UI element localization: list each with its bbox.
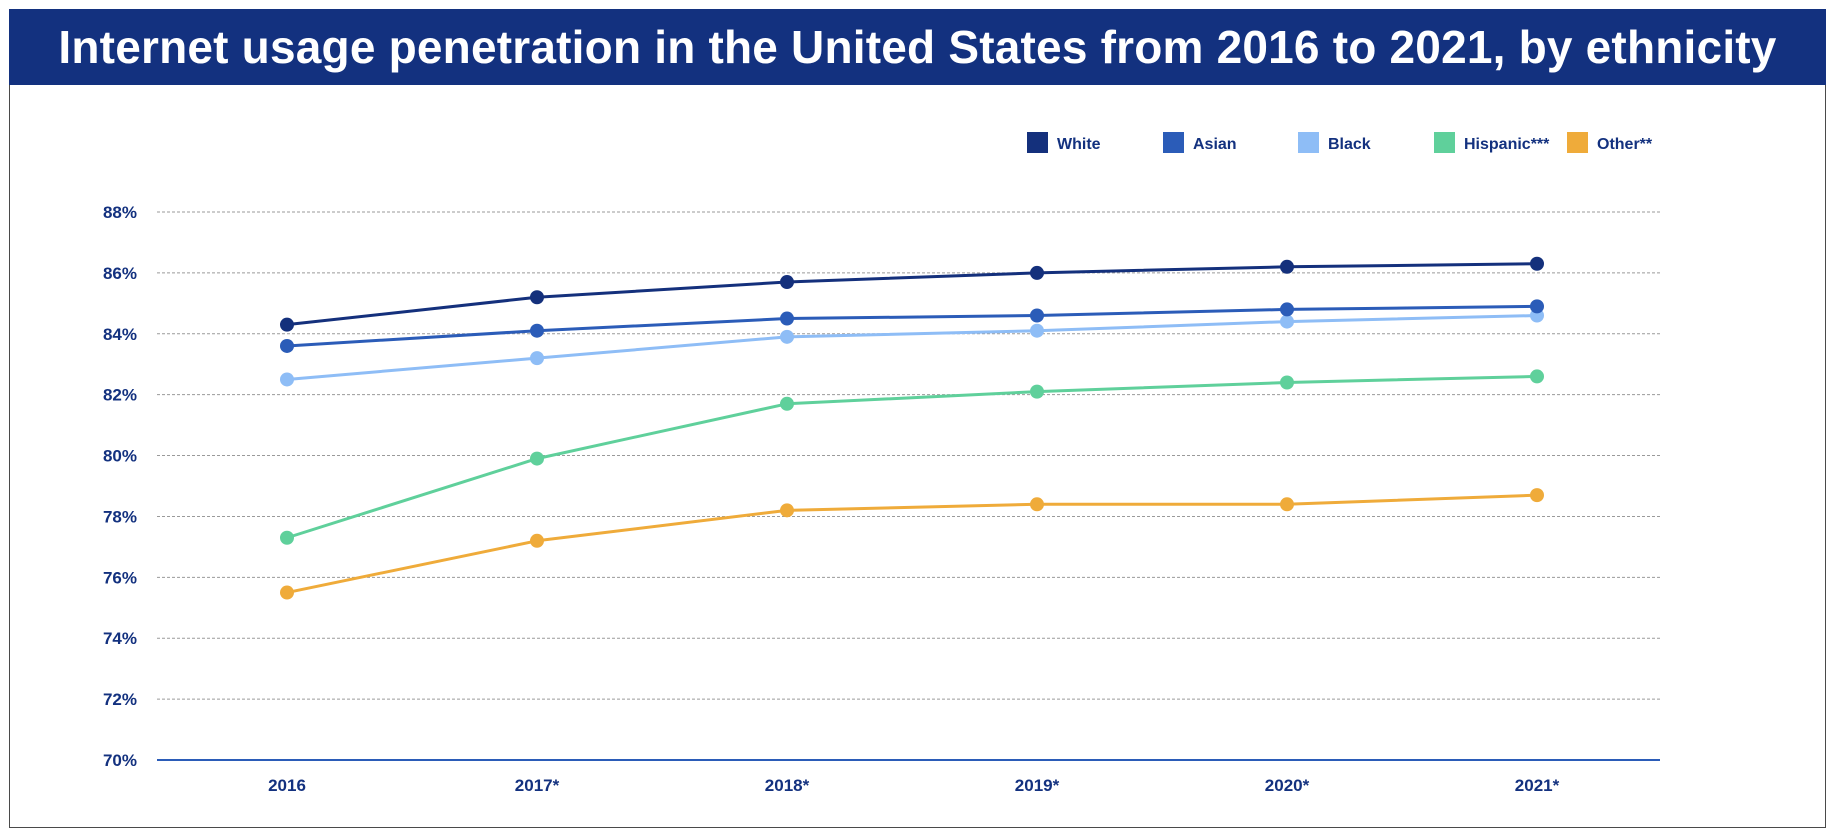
y-tick-label: 80% (103, 447, 137, 466)
legend-label: Hispanic*** (1464, 136, 1550, 153)
legend-label: Black (1328, 136, 1371, 153)
legend-swatch (1434, 132, 1455, 153)
series-white (280, 256, 1544, 332)
data-point[interactable] (1280, 375, 1294, 390)
legend[interactable]: White Asian Black Hispanic*** Other** (1027, 132, 1653, 153)
legend-item[interactable]: Black (1298, 132, 1371, 153)
data-point[interactable] (530, 290, 544, 305)
data-point[interactable] (1030, 308, 1044, 323)
data-point[interactable] (780, 329, 794, 344)
x-axis-ticks: 2016 2017* 2018* 2019* 2020* 2021* (268, 776, 1560, 795)
data-point[interactable] (780, 311, 794, 326)
legend-swatch (1163, 132, 1184, 153)
y-tick-label: 76% (103, 568, 137, 587)
data-point[interactable] (280, 585, 294, 600)
series-line (286, 374, 1538, 540)
data-point[interactable] (280, 530, 294, 545)
y-tick-label: 82% (103, 386, 137, 405)
series-line (286, 262, 1538, 327)
legend-label: White (1057, 136, 1101, 153)
chart-frame (9, 9, 1826, 828)
data-point[interactable] (1280, 259, 1294, 274)
data-point[interactable] (1530, 299, 1544, 314)
data-point[interactable] (280, 317, 294, 332)
data-point[interactable] (530, 323, 544, 338)
title-bar: Internet usage penetration in the United… (9, 9, 1826, 85)
data-point[interactable] (1030, 323, 1044, 338)
data-point[interactable] (780, 275, 794, 290)
series-line (286, 304, 1538, 348)
y-axis-ticks: 70% 72% 74% 76% 78% 80% 82% 84% 86% 88% (103, 203, 137, 770)
y-tick-label: 74% (103, 629, 137, 648)
data-point[interactable] (530, 351, 544, 366)
data-point[interactable] (1030, 384, 1044, 399)
series-other (280, 488, 1544, 600)
data-point[interactable] (1280, 314, 1294, 329)
data-point[interactable] (1030, 497, 1044, 512)
legend-swatch (1298, 132, 1319, 153)
data-point[interactable] (280, 338, 294, 353)
data-point[interactable] (1280, 302, 1294, 317)
series-asian (280, 299, 1544, 353)
data-point[interactable] (530, 451, 544, 466)
data-point[interactable] (530, 533, 544, 548)
chart-title: Internet usage penetration in the United… (58, 21, 1777, 73)
legend-item[interactable]: Asian (1163, 132, 1237, 153)
legend-item[interactable]: White (1027, 132, 1101, 153)
series-line (286, 314, 1538, 381)
data-point[interactable] (280, 372, 294, 387)
data-point[interactable] (780, 503, 794, 518)
series-hispanic (280, 369, 1544, 545)
legend-item[interactable]: Hispanic*** (1434, 132, 1550, 153)
series-black (280, 308, 1544, 387)
series-line (286, 493, 1538, 595)
y-tick-label: 84% (103, 325, 137, 344)
y-tick-label: 88% (103, 203, 137, 222)
y-tick-label: 86% (103, 264, 137, 283)
legend-label: Asian (1193, 136, 1237, 153)
series-lines (280, 256, 1544, 600)
y-tick-label: 70% (103, 751, 137, 770)
legend-swatch (1027, 132, 1048, 153)
x-tick-label: 2020* (1265, 776, 1310, 795)
data-point[interactable] (1030, 265, 1044, 280)
x-tick-label: 2016 (268, 776, 306, 795)
x-tick-label: 2017* (515, 776, 560, 795)
y-tick-label: 72% (103, 690, 137, 709)
legend-item[interactable]: Other** (1567, 132, 1653, 153)
data-point[interactable] (1280, 497, 1294, 512)
legend-swatch (1567, 132, 1588, 153)
legend-label: Other** (1597, 136, 1653, 153)
data-point[interactable] (780, 396, 794, 411)
x-tick-label: 2018* (765, 776, 810, 795)
x-tick-label: 2021* (1515, 776, 1560, 795)
gridlines (157, 211, 1660, 761)
data-point[interactable] (1530, 369, 1544, 384)
data-point[interactable] (1530, 256, 1544, 271)
y-tick-label: 78% (103, 507, 137, 526)
data-point[interactable] (1530, 488, 1544, 503)
x-tick-label: 2019* (1015, 776, 1060, 795)
